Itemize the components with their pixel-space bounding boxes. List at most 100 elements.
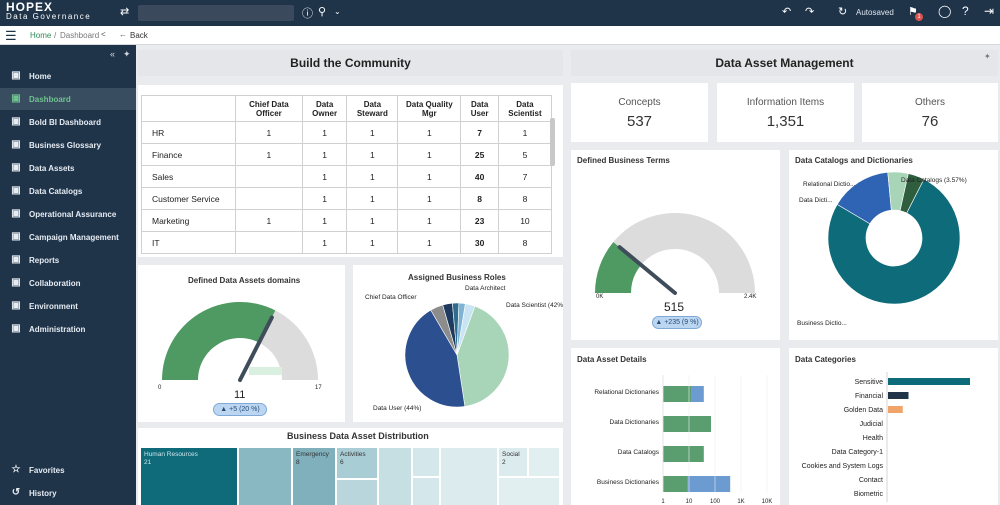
redo-icon[interactable]: ↷ — [805, 5, 814, 18]
bar-category-label: Data Catalogs — [618, 449, 660, 456]
sidebar-item-administration[interactable]: ▣ Administration — [0, 318, 136, 340]
asset-bar[interactable] — [692, 386, 704, 402]
distribution-treemap: Human Resources21Emergency8Activities6So… — [141, 448, 559, 505]
row-header: HR — [142, 122, 236, 144]
info-icon[interactable]: ⓘ — [302, 5, 313, 21]
breadcrumb-home[interactable]: Home — [30, 31, 51, 40]
breadcrumb-current: Dashboard — [60, 31, 99, 40]
sidebar-item-data-assets[interactable]: ▣ Data Assets — [0, 157, 136, 179]
treemap-tile[interactable] — [413, 448, 439, 476]
app-subtitle: Data Governance — [6, 12, 91, 22]
undo-icon[interactable]: ↶ — [782, 5, 791, 18]
table-cell: 1 — [347, 144, 398, 166]
menu-icon[interactable]: ☰ — [5, 28, 17, 44]
asset-bar[interactable] — [663, 446, 704, 462]
sidebar-item-business-glossary[interactable]: ▣ Business Glossary — [0, 134, 136, 156]
table-cell: 1 — [302, 188, 347, 210]
table-row[interactable]: HR 1 1 1 1 7 1 — [142, 122, 552, 144]
user-icon[interactable]: ◯ — [938, 4, 951, 18]
catalog-donut-chart: Business Dictio...Data Dicti...Relationa… — [789, 150, 998, 340]
reports-icon: ▣ — [10, 254, 22, 266]
sidebar-item-reports[interactable]: ▣ Reports — [0, 249, 136, 271]
app-logo[interactable]: HOPEX Data Governance — [6, 2, 91, 22]
data-categories-title: Data Categories — [795, 355, 856, 364]
assets-gauge-min: 0 — [158, 385, 161, 391]
up-arrow-icon: ▲ — [655, 319, 664, 326]
sidebar-item-collaboration[interactable]: ▣ Collaboration — [0, 272, 136, 294]
x-tick-label: 1K — [737, 499, 744, 505]
favorites-label: Favorites — [29, 466, 65, 475]
asset-bar[interactable] — [663, 386, 692, 402]
treemap-tile-value: 8 — [296, 459, 300, 466]
table-cell: 8 — [461, 188, 499, 210]
sidebar-item-dashboard[interactable]: ▣ Dashboard — [0, 88, 136, 110]
star-icon: ☆ — [10, 464, 22, 476]
sidebar-item-label: Dashboard — [29, 95, 71, 104]
table-cell: 1 — [302, 122, 347, 144]
sidebar-item-operational-assurance[interactable]: ▣ Operational Assurance — [0, 203, 136, 225]
table-row[interactable]: Sales 1 1 1 40 7 — [142, 166, 552, 188]
search-icon[interactable]: ⚲ — [318, 5, 326, 18]
asset-bar[interactable] — [663, 476, 687, 492]
terms-gauge-min: 0K — [596, 294, 603, 300]
sidebar-item-environment[interactable]: ▣ Environment — [0, 295, 136, 317]
category-label: Sensitive — [855, 379, 884, 386]
category-bar[interactable] — [888, 392, 909, 399]
app-title: HOPEX — [6, 2, 91, 12]
swap-icon[interactable]: ⇄ — [120, 5, 129, 18]
table-row[interactable]: IT 1 1 1 30 8 — [142, 232, 552, 254]
treemap-tile[interactable] — [499, 478, 559, 505]
table-row[interactable]: Finance 1 1 1 1 25 5 — [142, 144, 552, 166]
category-bar[interactable] — [888, 378, 970, 385]
share-icon[interactable]: < — [101, 30, 106, 39]
back-link[interactable]: Back — [130, 31, 148, 40]
refresh-icon[interactable]: ↻ — [838, 5, 847, 18]
pin-icon[interactable]: ✦ — [123, 49, 131, 60]
row-header: Sales — [142, 166, 236, 188]
sidebar-item-campaign-management[interactable]: ▣ Campaign Management — [0, 226, 136, 248]
treemap-tile[interactable] — [413, 478, 439, 505]
search-input[interactable] — [138, 5, 294, 21]
sidebar-item-data-catalogs[interactable]: ▣ Data Catalogs — [0, 180, 136, 202]
collaboration-icon: ▣ — [10, 277, 22, 289]
table-scrollbar[interactable] — [550, 118, 555, 166]
assets-gauge-value: 11 — [234, 389, 245, 401]
table-row[interactable]: Customer Service 1 1 1 8 8 — [142, 188, 552, 210]
sidebar-item-home[interactable]: ▣ Home — [0, 65, 136, 87]
kpi-card[interactable]: Concepts 537 — [571, 83, 708, 142]
sidebar-item-bold-bi-dashboard[interactable]: ▣ Bold BI Dashboard — [0, 111, 136, 133]
community-header: Build the Community — [138, 50, 563, 76]
table-cell: 1 — [302, 210, 347, 232]
terms-gauge-delta: ▲ +235 (9 %) — [652, 316, 702, 329]
category-bar[interactable] — [888, 406, 903, 413]
treemap-tile[interactable] — [337, 480, 377, 505]
chevron-down-icon[interactable]: ⌄ — [334, 7, 341, 16]
treemap-tile[interactable] — [441, 448, 497, 505]
collapse-icon[interactable]: « — [110, 49, 115, 59]
sidebar-history[interactable]: ↺ History — [0, 482, 136, 504]
category-label: Data Category-1 — [832, 449, 883, 456]
asset-bar[interactable] — [663, 416, 711, 432]
back-arrow-icon[interactable]: ← — [119, 30, 127, 39]
pie-label-data-user: Data User (44%) — [373, 405, 421, 412]
kpi-card[interactable]: Others 76 — [862, 83, 998, 142]
sidebar-favorites[interactable]: ☆ Favorites — [0, 459, 136, 481]
asset-bar[interactable] — [687, 476, 730, 492]
table-row[interactable]: Marketing 1 1 1 1 23 10 — [142, 210, 552, 232]
treemap-tile[interactable] — [379, 448, 411, 505]
treemap-tile-value: 6 — [340, 459, 344, 466]
logout-icon[interactable]: ⇥ — [984, 4, 994, 18]
treemap-tile[interactable] — [529, 448, 559, 476]
table-header-row: Chief Data Officer Data Owner Data Steward… — [142, 96, 552, 122]
pin-icon[interactable]: ✦ — [984, 52, 991, 61]
table-cell: 1 — [347, 122, 398, 144]
community-table: Chief Data Officer Data Owner Data Steward… — [141, 95, 552, 254]
sidebar-item-label: Bold BI Dashboard — [29, 118, 101, 127]
donut-label-data-dict: Data Dicti... — [799, 197, 833, 204]
table-cell: 10 — [498, 210, 551, 232]
treemap-tile-label: Activities — [340, 451, 366, 458]
kpi-card[interactable]: Information Items 1,351 — [717, 83, 854, 142]
terms-gauge-max: 2.4K — [744, 294, 756, 300]
treemap-tile[interactable] — [239, 448, 291, 505]
help-icon[interactable]: ? — [962, 4, 969, 18]
